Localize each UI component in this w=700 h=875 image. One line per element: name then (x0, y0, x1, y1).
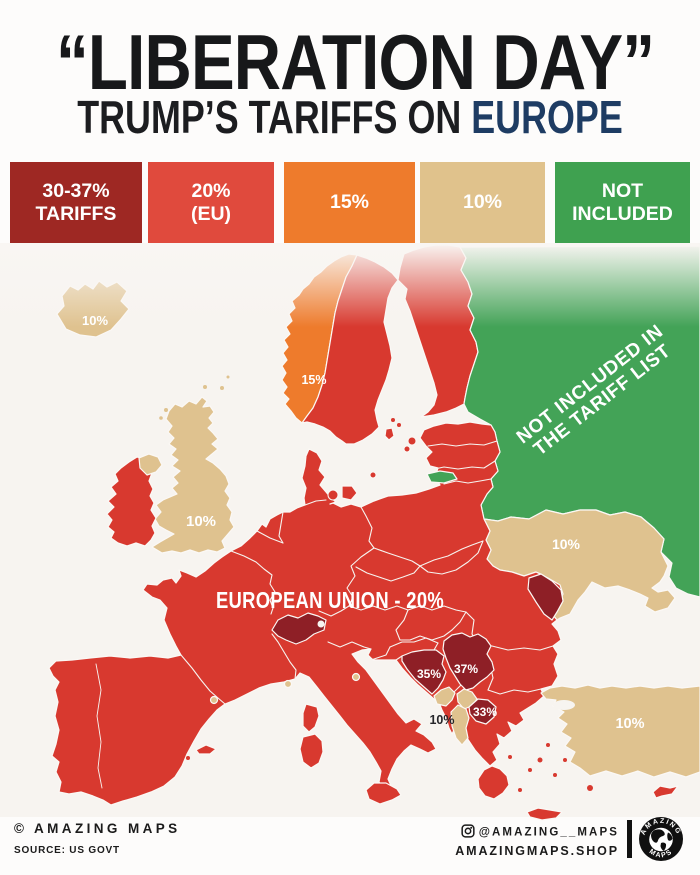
svg-text:33%: 33% (473, 705, 497, 719)
svg-text:15%: 15% (301, 373, 326, 387)
svg-text:10%: 10% (186, 513, 216, 530)
svg-text:10%: 10% (429, 713, 454, 727)
svg-text:35%: 35% (417, 667, 441, 681)
svg-text:10%: 10% (615, 716, 644, 732)
svg-text:EUROPEAN UNION - 20%: EUROPEAN UNION - 20% (216, 588, 444, 613)
svg-text:10%: 10% (82, 313, 108, 328)
svg-text:MAPS: MAPS (648, 848, 675, 859)
svg-text:10%: 10% (552, 536, 581, 552)
svg-text:37%: 37% (454, 662, 478, 676)
